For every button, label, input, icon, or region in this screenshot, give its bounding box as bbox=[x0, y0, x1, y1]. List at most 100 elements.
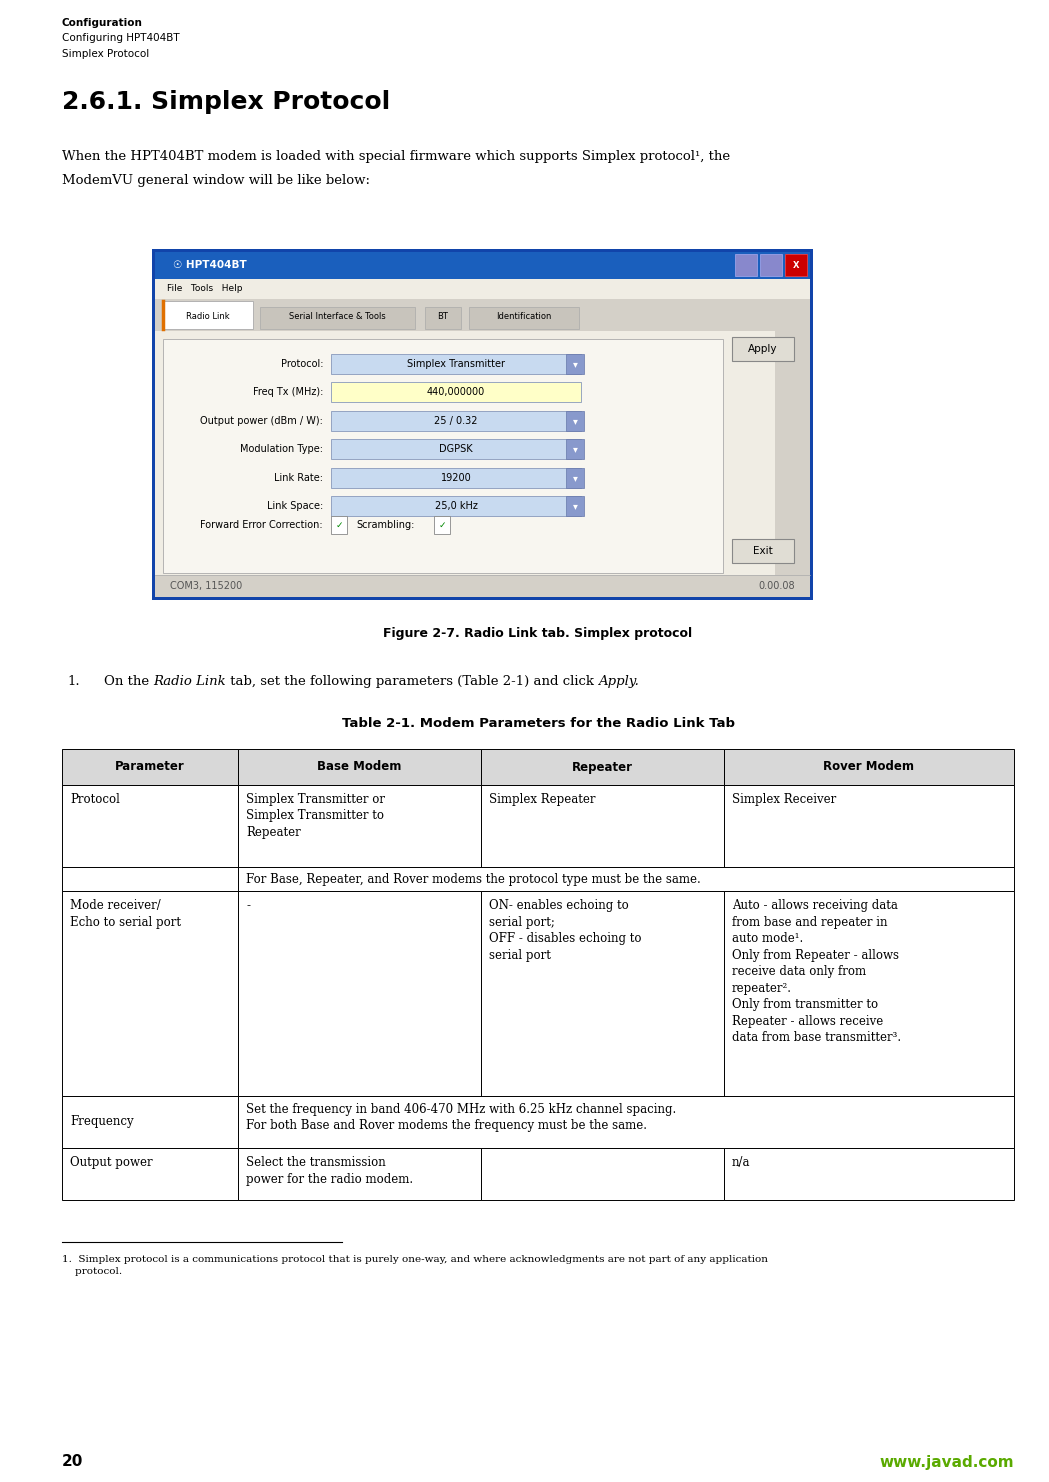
Bar bbox=[434, 516, 450, 534]
Bar bbox=[155, 575, 810, 597]
Text: Exit: Exit bbox=[753, 545, 773, 556]
Bar bbox=[566, 354, 584, 373]
Bar bbox=[155, 330, 775, 575]
Bar bbox=[238, 1097, 1014, 1149]
Bar bbox=[480, 748, 724, 785]
Bar bbox=[785, 255, 807, 277]
Text: 2.6.1. Simplex Protocol: 2.6.1. Simplex Protocol bbox=[62, 90, 390, 114]
Text: ▾: ▾ bbox=[573, 359, 577, 369]
Text: When the HPT404BT modem is loaded with special firmware which supports Simplex p: When the HPT404BT modem is loaded with s… bbox=[62, 150, 730, 163]
Text: Simplex Transmitter or
Simplex Transmitter to
Repeater: Simplex Transmitter or Simplex Transmitt… bbox=[247, 793, 385, 839]
Text: ✓: ✓ bbox=[438, 520, 446, 529]
Text: COM3, 115200: COM3, 115200 bbox=[170, 581, 242, 591]
Text: Radio Link: Radio Link bbox=[186, 313, 230, 322]
Bar bbox=[238, 1149, 480, 1200]
Bar bbox=[152, 249, 813, 600]
Bar bbox=[724, 891, 1014, 1097]
Bar bbox=[238, 891, 480, 1097]
Text: Protocol:: Protocol: bbox=[280, 359, 323, 369]
Text: n/a: n/a bbox=[731, 1156, 750, 1169]
Text: Auto - allows receiving data
from base and repeater in
auto mode¹.
Only from Rep: Auto - allows receiving data from base a… bbox=[731, 900, 901, 1043]
Text: Rover Modem: Rover Modem bbox=[823, 760, 915, 774]
Text: DGPSK: DGPSK bbox=[440, 445, 473, 455]
Bar bbox=[331, 468, 581, 488]
Text: Output power: Output power bbox=[70, 1156, 152, 1169]
Bar bbox=[163, 339, 723, 574]
Text: Forward Error Correction:: Forward Error Correction: bbox=[200, 520, 323, 531]
Bar bbox=[724, 785, 1014, 867]
Text: Simplex Receiver: Simplex Receiver bbox=[731, 793, 836, 806]
Text: ON- enables echoing to
serial port;
OFF - disables echoing to
serial port: ON- enables echoing to serial port; OFF … bbox=[489, 900, 641, 962]
Bar bbox=[62, 1097, 238, 1149]
Bar bbox=[425, 307, 461, 329]
Text: 0.00.08: 0.00.08 bbox=[758, 581, 795, 591]
Text: Freq Tx (MHz):: Freq Tx (MHz): bbox=[253, 387, 323, 397]
Bar bbox=[155, 252, 810, 279]
Text: 20: 20 bbox=[62, 1454, 83, 1470]
Text: Frequency: Frequency bbox=[70, 1116, 133, 1128]
Text: File   Tools   Help: File Tools Help bbox=[167, 285, 242, 293]
Text: Set the frequency in band 406-470 MHz with 6.25 kHz channel spacing.
For both Ba: Set the frequency in band 406-470 MHz wi… bbox=[247, 1103, 677, 1132]
Text: 19200: 19200 bbox=[441, 473, 471, 483]
Bar bbox=[732, 336, 794, 362]
Text: Apply.: Apply. bbox=[598, 674, 639, 688]
Text: 440,000000: 440,000000 bbox=[427, 387, 485, 397]
Bar bbox=[331, 516, 347, 534]
Bar bbox=[155, 307, 810, 330]
Text: Modulation Type:: Modulation Type: bbox=[240, 445, 323, 455]
Text: For Base, Repeater, and Rover modems the protocol type must be the same.: For Base, Repeater, and Rover modems the… bbox=[247, 873, 701, 886]
Bar bbox=[238, 867, 1014, 891]
Bar bbox=[480, 891, 724, 1097]
Bar bbox=[331, 411, 581, 431]
Bar bbox=[331, 440, 581, 459]
Bar bbox=[331, 382, 581, 403]
Bar bbox=[331, 496, 581, 517]
Bar bbox=[238, 785, 480, 867]
Bar bbox=[62, 785, 238, 867]
Bar bbox=[759, 255, 782, 277]
Bar bbox=[62, 891, 238, 1097]
Text: 25 / 0.32: 25 / 0.32 bbox=[434, 416, 477, 425]
Text: ▾: ▾ bbox=[573, 501, 577, 511]
Text: On the: On the bbox=[104, 674, 153, 688]
Bar bbox=[155, 299, 810, 307]
Text: Simplex Transmitter: Simplex Transmitter bbox=[407, 359, 505, 369]
Text: www.javad.com: www.javad.com bbox=[879, 1454, 1014, 1470]
Text: ▾: ▾ bbox=[573, 445, 577, 455]
Text: Simplex Repeater: Simplex Repeater bbox=[489, 793, 596, 806]
Text: Identification: Identification bbox=[496, 313, 552, 322]
Text: Simplex Protocol: Simplex Protocol bbox=[62, 49, 149, 59]
Text: Link Rate:: Link Rate: bbox=[274, 473, 323, 483]
Bar bbox=[163, 301, 253, 329]
Text: Scrambling:: Scrambling: bbox=[356, 520, 414, 531]
Text: Repeater: Repeater bbox=[572, 760, 633, 774]
Text: 25,0 kHz: 25,0 kHz bbox=[434, 501, 477, 511]
Bar bbox=[724, 1149, 1014, 1200]
Bar bbox=[155, 279, 810, 299]
Text: Select the transmission
power for the radio modem.: Select the transmission power for the ra… bbox=[247, 1156, 413, 1186]
Text: Protocol: Protocol bbox=[70, 793, 120, 806]
Text: BT: BT bbox=[437, 313, 448, 322]
Text: Configuration: Configuration bbox=[62, 18, 143, 28]
Bar bbox=[238, 748, 480, 785]
Text: ☉ HPT404BT: ☉ HPT404BT bbox=[173, 261, 247, 271]
Text: tab, set the following parameters (Table 2-1) and click: tab, set the following parameters (Table… bbox=[226, 674, 598, 688]
Text: ✓: ✓ bbox=[336, 520, 343, 529]
Text: X: X bbox=[793, 261, 799, 270]
Bar bbox=[62, 867, 238, 891]
Bar bbox=[566, 411, 584, 431]
Text: Base Modem: Base Modem bbox=[317, 760, 402, 774]
Text: Serial Interface & Tools: Serial Interface & Tools bbox=[290, 313, 386, 322]
Bar bbox=[735, 255, 757, 277]
Bar bbox=[155, 252, 810, 597]
Bar bbox=[566, 440, 584, 459]
Bar bbox=[480, 785, 724, 867]
Bar bbox=[260, 307, 415, 329]
Text: -: - bbox=[247, 900, 250, 911]
Text: Link Space:: Link Space: bbox=[266, 501, 323, 511]
Bar bbox=[62, 748, 238, 785]
Bar bbox=[469, 307, 579, 329]
Bar bbox=[480, 1149, 724, 1200]
Text: ▾: ▾ bbox=[573, 416, 577, 425]
Text: Configuring HPT404BT: Configuring HPT404BT bbox=[62, 34, 179, 43]
